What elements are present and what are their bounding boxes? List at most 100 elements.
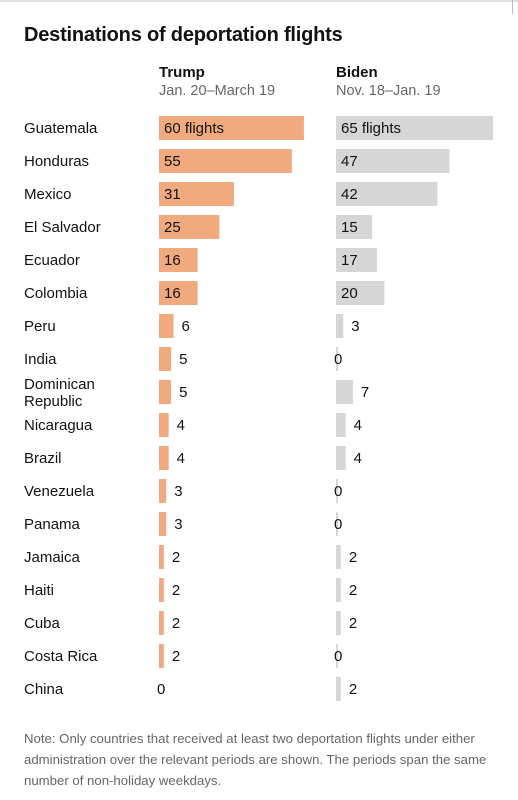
trump-value-label: 2 <box>172 582 180 599</box>
biden-bar-haiti <box>336 578 341 602</box>
trump-value-label: 5 <box>179 384 187 401</box>
biden-value-label: 2 <box>349 582 357 599</box>
biden-value-label: 47 <box>341 153 358 170</box>
trump-value-label: 2 <box>172 549 180 566</box>
category-label: Haiti <box>24 582 54 599</box>
trump-value-label: 3 <box>174 483 182 500</box>
category-label: Jamaica <box>24 549 81 566</box>
biden-value-label: 20 <box>341 285 358 302</box>
trump-value-label: 31 <box>164 186 181 203</box>
category-label: Panama <box>24 516 81 533</box>
category-label: China <box>24 681 64 698</box>
trump-value-label: 4 <box>177 417 185 434</box>
trump-bar-venezuela <box>159 479 167 503</box>
biden-zero-tick-india <box>336 347 338 371</box>
category-label: Colombia <box>24 285 88 302</box>
category-label: India <box>24 351 57 368</box>
trump-series-name: Trump <box>159 64 205 81</box>
biden-bar-el-salvador <box>336 215 373 239</box>
biden-bar-guatemala <box>336 116 493 140</box>
trump-column-header: Trump Jan. 20–March 19 <box>159 64 275 99</box>
biden-value-label: 2 <box>349 549 357 566</box>
biden-value-label: 7 <box>361 384 369 401</box>
biden-value-label: 0 <box>334 516 342 533</box>
category-label: Ecuador <box>24 252 80 269</box>
biden-bar-jamaica <box>336 545 341 569</box>
biden-series-name: Biden <box>336 64 378 81</box>
biden-bar-colombia <box>336 281 385 305</box>
edge-tick <box>512 0 513 14</box>
trump-bar-panama <box>159 512 167 536</box>
trump-value-label: 55 <box>164 153 181 170</box>
biden-value-label: 2 <box>349 681 357 698</box>
biden-value-label: 15 <box>341 219 358 236</box>
biden-value-label: 0 <box>334 483 342 500</box>
trump-bar-cuba <box>159 611 164 635</box>
trump-bar-ecuador <box>159 248 198 272</box>
chart-note: Note: Only countries that received at le… <box>24 731 487 788</box>
biden-bar-dominican-republic <box>336 380 353 404</box>
trump-bar-jamaica <box>159 545 164 569</box>
biden-value-label: 3 <box>351 318 359 335</box>
category-label: El Salvador <box>24 219 101 236</box>
category-label: Peru <box>24 318 56 335</box>
biden-bar-mexico <box>336 182 438 206</box>
trump-value-label: 4 <box>177 450 185 467</box>
trump-bar-brazil <box>159 446 169 470</box>
biden-zero-tick-panama <box>336 512 338 536</box>
trump-value-label: 25 <box>164 219 181 236</box>
biden-value-label: 0 <box>334 648 342 665</box>
category-label: Brazil <box>24 450 62 467</box>
category-label-line: Dominican <box>24 376 95 393</box>
category-label-line: Republic <box>24 393 83 410</box>
trump-value-label: 6 <box>181 318 189 335</box>
trump-value-label: 2 <box>172 648 180 665</box>
trump-bar-costa-rica <box>159 644 164 668</box>
trump-bar-peru <box>159 314 174 338</box>
biden-bar-peru <box>336 314 344 338</box>
category-label: Nicaragua <box>24 417 93 434</box>
category-label: Venezuela <box>24 483 95 500</box>
biden-value-label: 2 <box>349 615 357 632</box>
category-label: Dominican Republic <box>24 376 95 410</box>
trump-bar-colombia <box>159 281 198 305</box>
trump-value-label: 3 <box>174 516 182 533</box>
category-label: Cuba <box>24 615 61 632</box>
trump-bar-india <box>159 347 172 371</box>
biden-value-label: 0 <box>334 351 342 368</box>
biden-value-label: 17 <box>341 252 358 269</box>
trump-value-label: 5 <box>179 351 187 368</box>
trump-value-label: 16 <box>164 252 181 269</box>
trump-value-label: 2 <box>172 615 180 632</box>
trump-period: Jan. 20–March 19 <box>159 83 276 99</box>
biden-value-label: 42 <box>341 186 358 203</box>
biden-value-label: 65 flights <box>341 120 401 137</box>
biden-zero-tick-venezuela <box>336 479 338 503</box>
biden-bar-honduras <box>336 149 450 173</box>
category-label: Honduras <box>24 153 89 170</box>
biden-value-label: 4 <box>354 450 362 467</box>
category-label: Mexico <box>24 186 72 203</box>
category-label: Costa Rica <box>24 648 98 665</box>
trump-bar-dominican-republic <box>159 380 172 404</box>
trump-value-label: 0 <box>157 681 165 698</box>
biden-bar-cuba <box>336 611 341 635</box>
biden-column-header: Biden Nov. 18–Jan. 19 <box>336 64 441 99</box>
biden-bar-nicaragua <box>336 413 346 437</box>
biden-zero-tick-costa-rica <box>336 644 338 668</box>
biden-bar-china <box>336 677 341 701</box>
top-rule <box>0 0 518 2</box>
biden-bar-ecuador <box>336 248 378 272</box>
biden-period: Nov. 18–Jan. 19 <box>336 83 441 99</box>
trump-bar-nicaragua <box>159 413 169 437</box>
chart-title: Destinations of deportation flights <box>24 24 343 46</box>
trump-value-label: 60 flights <box>164 120 224 137</box>
trump-bar-guatemala <box>159 116 304 140</box>
trump-bar-honduras <box>159 149 292 173</box>
biden-value-label: 4 <box>354 417 362 434</box>
biden-bar-brazil <box>336 446 346 470</box>
trump-bar-haiti <box>159 578 164 602</box>
trump-bar-mexico <box>159 182 234 206</box>
trump-bar-el-salvador <box>159 215 220 239</box>
